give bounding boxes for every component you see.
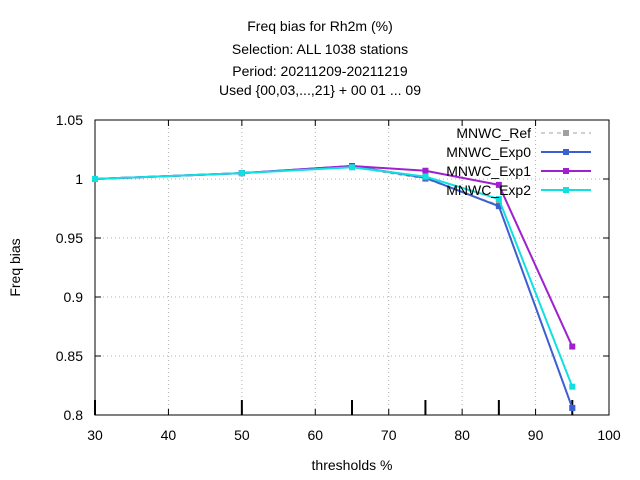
x-tick-label: 30 bbox=[87, 427, 103, 443]
y-axis-label: Freq bias bbox=[7, 238, 23, 296]
data-point bbox=[495, 203, 502, 210]
legend-marker bbox=[563, 149, 569, 155]
chart-title-line-2: Selection: ALL 1038 stations bbox=[231, 41, 409, 57]
series-line bbox=[94, 166, 574, 388]
x-tick-label: 100 bbox=[597, 427, 621, 443]
x-tick-label: 40 bbox=[161, 427, 177, 443]
y-tick-label: 1 bbox=[75, 171, 83, 187]
data-point bbox=[238, 170, 245, 177]
data-point bbox=[422, 167, 429, 174]
series bbox=[92, 163, 576, 411]
data-point bbox=[422, 173, 429, 180]
data-point bbox=[495, 196, 502, 203]
axis-ticks: 30 40 50 60 70 80 90 100 0.8 0.85 0.9 0.95 1 1.05 bbox=[56, 112, 621, 443]
data-point bbox=[569, 343, 576, 350]
x-tick-label: 60 bbox=[307, 427, 323, 443]
data-point bbox=[569, 383, 576, 390]
y-tick-label: 1.05 bbox=[56, 112, 83, 128]
y-tick-label: 0.85 bbox=[56, 348, 83, 364]
legend-marker bbox=[563, 168, 569, 174]
chart-title-line-1: Freq bias for Rh2m (%) bbox=[247, 18, 393, 34]
data-point bbox=[495, 181, 502, 188]
legend-marker bbox=[563, 187, 569, 193]
legend-label: MNWC_Exp0 bbox=[446, 144, 531, 160]
plot-frame bbox=[94, 119, 610, 416]
x-tick-label: 80 bbox=[454, 427, 470, 443]
legend-marker bbox=[563, 130, 569, 136]
data-point bbox=[569, 404, 576, 411]
legend-label: MNWC_Exp2 bbox=[446, 182, 531, 198]
data-point bbox=[349, 164, 355, 171]
legend-label: MNWC_Ref bbox=[456, 125, 531, 141]
threshold-markers bbox=[94, 400, 574, 415]
series-mnwc-exp2 bbox=[92, 164, 576, 390]
y-tick-label: 0.95 bbox=[56, 230, 83, 246]
x-tick-label: 50 bbox=[234, 427, 250, 443]
series-mnwc-ref bbox=[92, 164, 576, 411]
x-tick-label: 90 bbox=[528, 427, 544, 443]
series-mnwc-exp0 bbox=[92, 163, 576, 411]
y-tick-label: 0.8 bbox=[64, 407, 84, 423]
x-axis-label: thresholds % bbox=[312, 457, 393, 473]
chart-title-line-3: Period: 20211209-20211219 bbox=[232, 63, 408, 79]
legend: MNWC_Ref MNWC_Exp0 MNWC_Exp1 MNWC_Exp2 bbox=[446, 125, 591, 198]
y-tick-label: 0.9 bbox=[64, 289, 84, 305]
chart-title-line-4: Used {00,03,...,21} + 00 01 ... 09 bbox=[219, 82, 421, 98]
x-tick-label: 70 bbox=[381, 427, 397, 443]
legend-label: MNWC_Exp1 bbox=[446, 163, 531, 179]
data-point bbox=[92, 176, 98, 182]
